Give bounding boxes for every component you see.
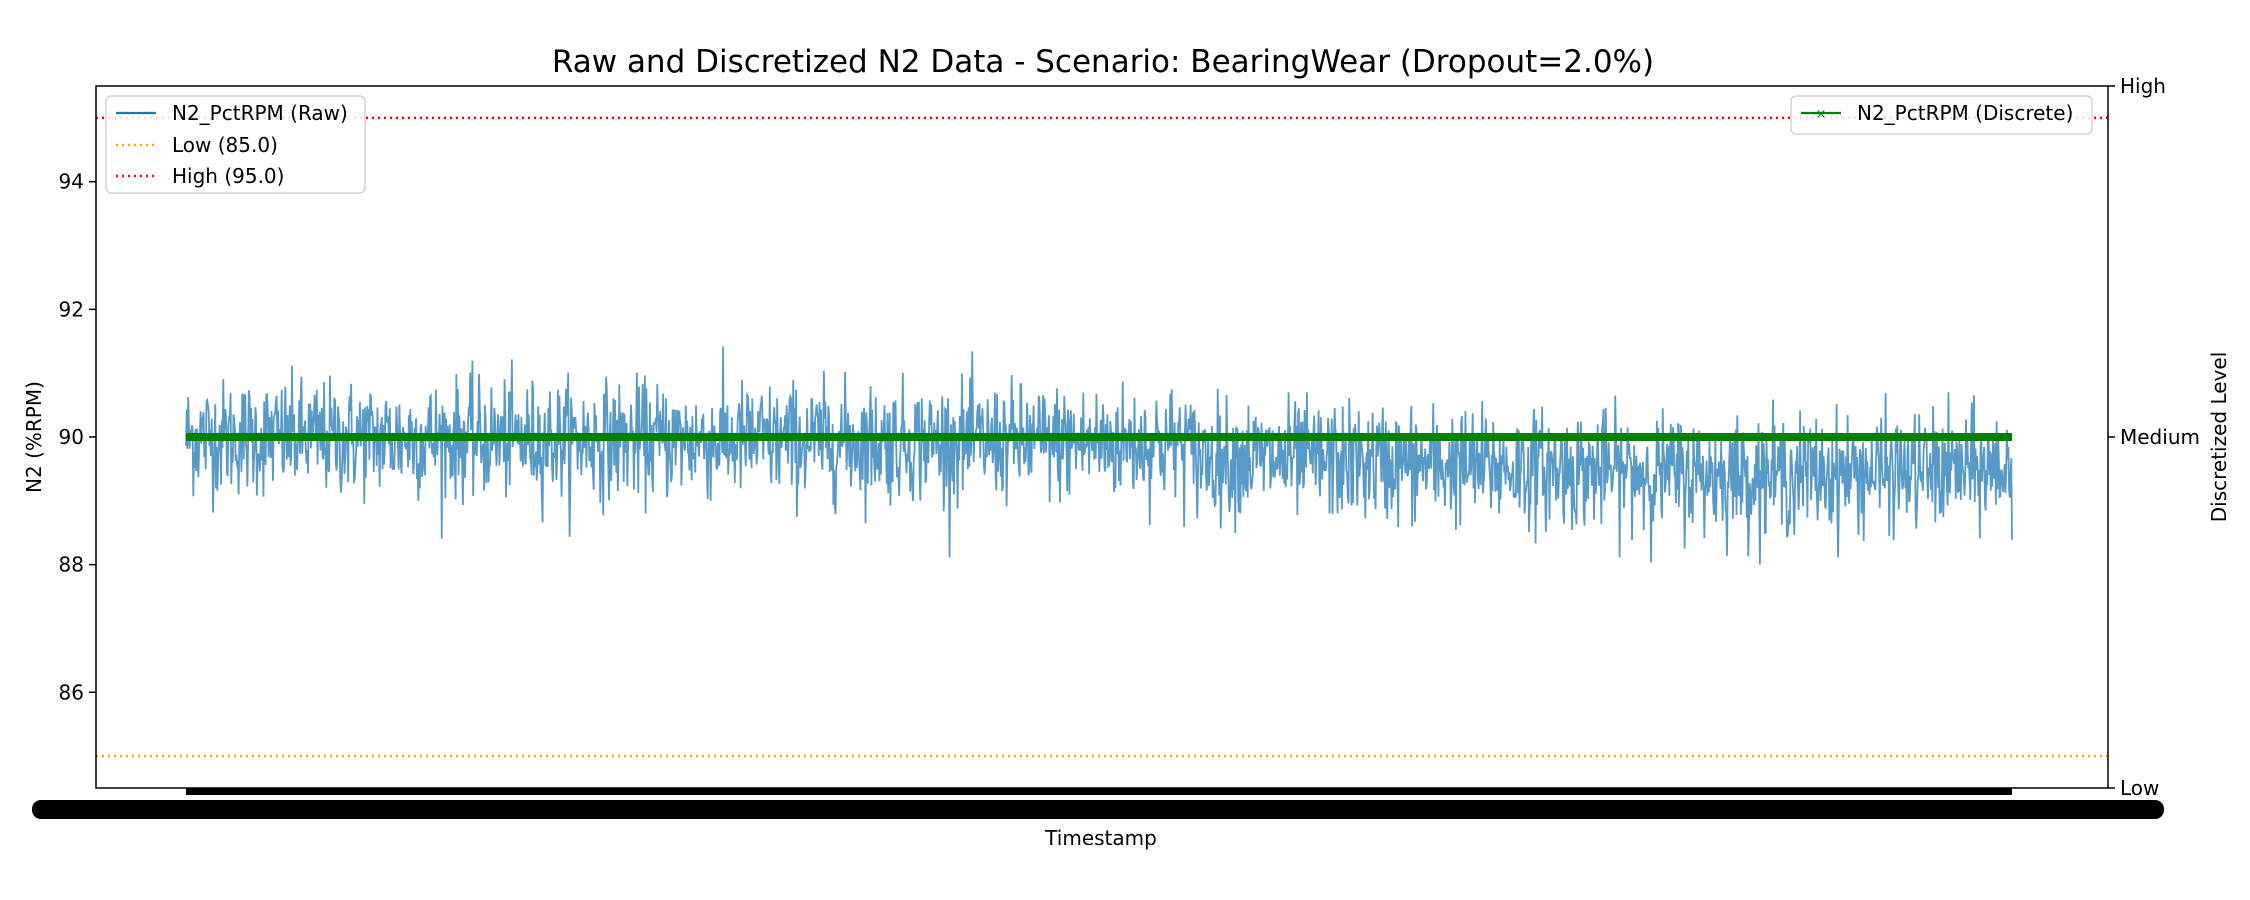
legend-label-low: Low (85.0) <box>172 133 278 157</box>
x-tick-labels <box>32 788 2164 819</box>
chart-title: Raw and Discretized N2 Data - Scenario: … <box>552 44 1654 80</box>
y2-tick-label: High <box>2120 74 2166 98</box>
x-tick-label-overlap <box>32 800 2164 819</box>
legend-left: N2_PctRPM (Raw) Low (85.0) High (95.0) <box>105 95 366 194</box>
legend-label-discrete: N2_PctRPM (Discrete) <box>1857 101 2073 125</box>
legend-label-raw: N2_PctRPM (Raw) <box>172 101 348 125</box>
legend-label-high: High (95.0) <box>172 164 284 188</box>
y2-tick-label: Low <box>2120 776 2159 800</box>
y-tick-label: 86 <box>59 680 84 704</box>
legend-right: × N2_PctRPM (Discrete) <box>1790 95 2093 135</box>
y-axis-label: N2 (%RPM) <box>22 381 46 493</box>
y2-axis-label: Discretized Level <box>2207 352 2231 523</box>
left-y-ticks: 86 88 90 92 94 <box>59 170 96 704</box>
y2-tick-label: Medium <box>2120 425 2200 449</box>
y-tick-label: 88 <box>59 553 84 577</box>
x-tick-marks <box>186 788 2012 795</box>
legend-marker-discrete: × <box>1816 107 1827 122</box>
y-tick-label: 92 <box>59 297 84 321</box>
right-y-ticks: Low Medium High <box>2108 74 2200 800</box>
x-axis-label: Timestamp <box>1044 826 1157 850</box>
y-tick-label: 94 <box>59 170 84 194</box>
plot-layer <box>96 116 2108 758</box>
raw-series-line <box>185 346 2013 565</box>
y-tick-label: 90 <box>59 425 84 449</box>
